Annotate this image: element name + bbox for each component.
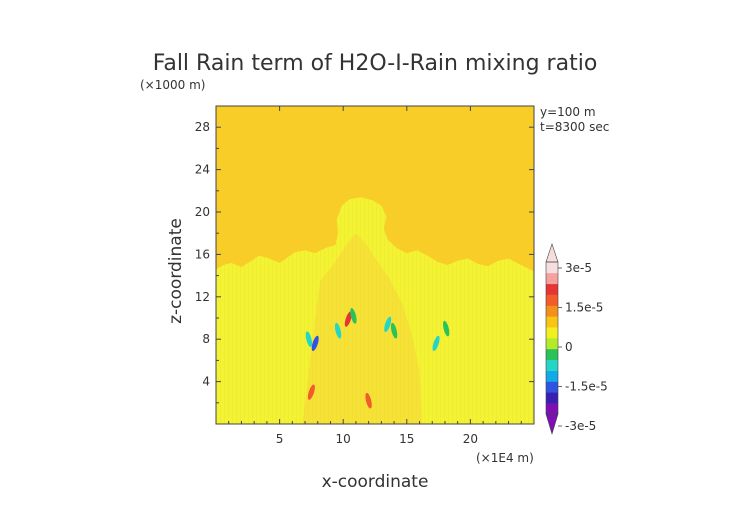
colorbar-tick-label-3: -1.5e-5	[565, 380, 608, 394]
colorbar-tick-label-2: 0	[565, 340, 573, 354]
x-tick-label-20: 20	[463, 432, 478, 446]
colorbar-swatch-5	[546, 348, 558, 361]
chart-title: Fall Rain term of H2O-I-Rain mixing rati…	[153, 51, 598, 76]
colorbar-swatch-6	[546, 338, 558, 350]
feature-mark-4	[350, 308, 357, 324]
feature-mark-1	[311, 335, 319, 352]
colorbar-tick-label-4: -3e-5	[565, 419, 596, 433]
colorbar-swatch-3	[546, 370, 558, 382]
x-tick-label-5: 5	[276, 432, 284, 446]
feature-mark-3	[344, 311, 352, 327]
colorbar-swatch-2	[546, 381, 558, 393]
inner-core-shade	[302, 233, 423, 424]
feature-mark-6	[390, 322, 398, 339]
x-axis: 5 10 15 20	[228, 106, 522, 446]
colorbar-swatch-8	[546, 316, 558, 328]
colorbar-swatch-12	[546, 272, 558, 285]
annotation-time: t=8300 sec	[540, 120, 609, 134]
y-tick-label-8: 8	[202, 332, 210, 346]
feature-mark-0	[305, 331, 313, 347]
plot-area	[216, 106, 534, 424]
y-axis: 4 8 12 16 20 24 28	[195, 120, 534, 404]
x-tick-label-10: 10	[336, 432, 351, 446]
plot-frame	[215, 105, 535, 425]
colorbar-swatch-10	[546, 294, 558, 306]
colorbar-tick-label-1: 1.5e-5	[565, 301, 603, 315]
colorbar-swatch-0	[546, 403, 558, 415]
feature-mark-5	[384, 316, 392, 333]
annotation-y-position: y=100 m	[540, 105, 596, 119]
colorbar-swatch-13	[546, 262, 558, 274]
colorbar-swatch-7	[546, 327, 558, 339]
colorbar-tick-label-0: 3e-5	[565, 261, 592, 275]
colorbar-frame	[545, 261, 559, 415]
y-tick-label-24: 24	[195, 163, 210, 177]
colorbar-min-arrow	[545, 413, 559, 436]
feature-mark-2	[334, 322, 342, 339]
feature-mark-7	[432, 335, 440, 352]
y-tick-label-28: 28	[195, 120, 210, 134]
y-axis-unit: (×1000 m)	[140, 78, 205, 92]
x-axis-label: x-coordinate	[322, 472, 429, 492]
feature-mark-8	[443, 320, 450, 337]
feature-layer	[305, 308, 450, 409]
colorbar-swatch-11	[546, 283, 558, 295]
x-tick-label-15: 15	[399, 432, 414, 446]
y-tick-label-12: 12	[195, 290, 210, 304]
colorbar-swatch-9	[546, 305, 558, 317]
y-tick-label-4: 4	[202, 375, 210, 389]
y-tick-label-20: 20	[195, 205, 210, 219]
y-axis-label: z-coordinate	[166, 218, 186, 324]
colorbar-swatch-4	[546, 359, 558, 371]
x-axis-unit: (×1E4 m)	[476, 451, 534, 465]
colorbar-swatch-1	[546, 392, 558, 404]
colorbar-max-arrow	[545, 243, 559, 263]
feature-mark-10	[365, 392, 372, 409]
y-tick-label-16: 16	[195, 247, 210, 261]
feature-mark-9	[307, 384, 315, 400]
colorbar: 3e-5 1.5e-5 0 -1.5e-5 -3e-5	[545, 243, 608, 436]
